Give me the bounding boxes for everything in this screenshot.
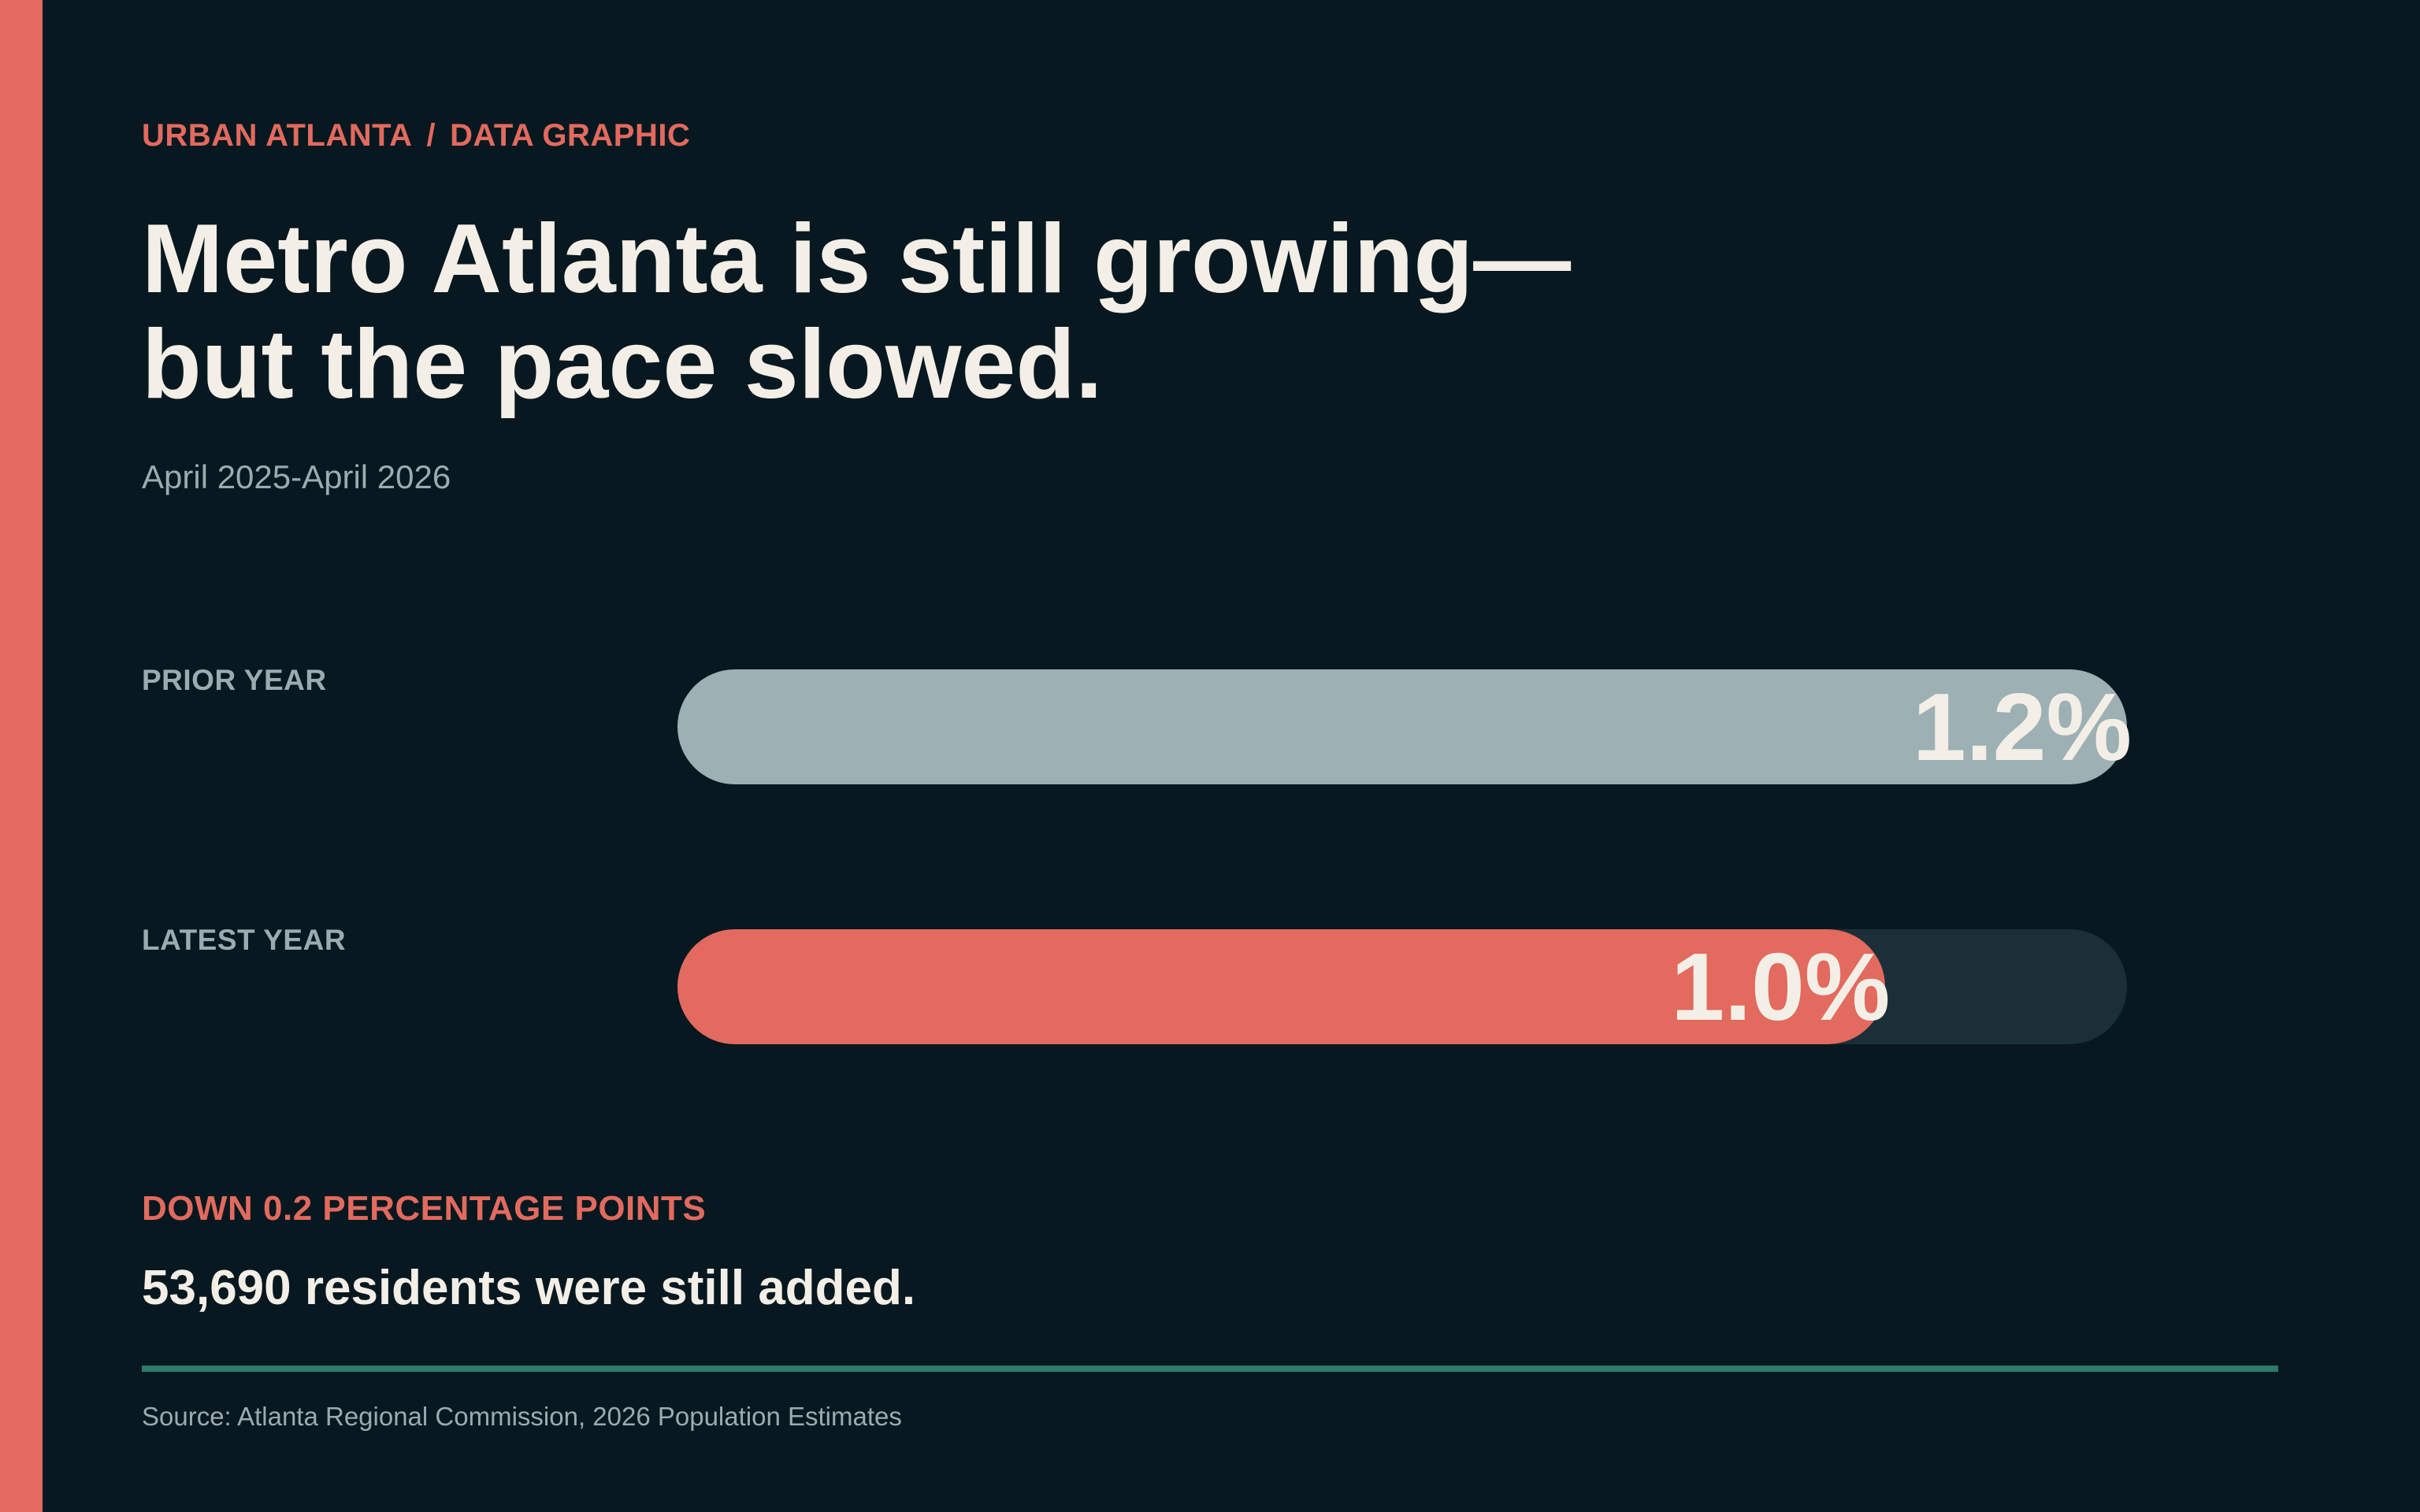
title-line-1: Metro Atlanta is still growing— [142,205,1572,313]
kicker-separator: / [426,118,436,153]
date-range-subtitle: April 2025-April 2026 [142,458,451,495]
kicker-section: URBAN ATLANTA [142,118,413,153]
bar-prior-year: 1.2% [677,669,2132,784]
category-label-latest-year: LATEST YEAR [142,924,347,956]
category-label-prior-year: PRIOR YEAR [142,664,327,696]
bar-latest-year: 1.0% [677,929,1890,1044]
page-title: Metro Atlanta is still growing— but the … [142,206,1571,417]
value-label-prior-year: 1.2% [1912,673,2132,780]
source-note: Source: Atlanta Regional Commission, 202… [142,1402,902,1431]
kicker-type: DATA GRAPHIC [450,118,691,153]
takeaway-text: 53,690 residents were still added. [142,1261,916,1315]
change-callout: DOWN 0.2 PERCENTAGE POINTS [142,1189,707,1228]
accent-strip [0,0,43,1512]
divider-rule [142,1366,2278,1372]
value-label-latest-year: 1.0% [1671,933,1891,1040]
kicker: URBAN ATLANTA / DATA GRAPHIC [142,118,690,154]
bar-track-prior-year: 1.2% [677,669,2132,784]
title-line-2: but the pace slowed. [142,310,1103,419]
bar-track-latest-year: 1.0% [677,929,2127,1044]
